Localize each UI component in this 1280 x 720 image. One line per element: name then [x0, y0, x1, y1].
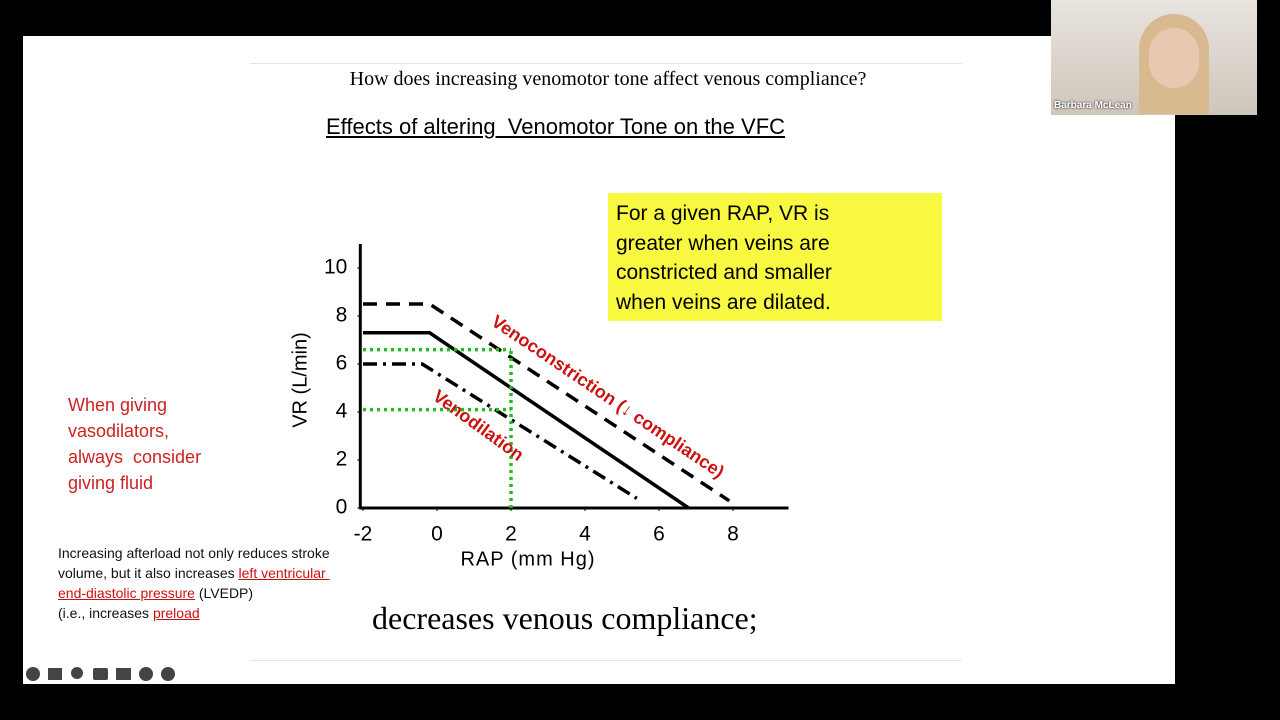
question: How does increasing venomotor tone affec… [349, 68, 867, 90]
callout-line: when veins are dilated. [616, 290, 831, 314]
series-line [363, 302, 731, 503]
toolbar [26, 667, 175, 681]
callout-line: constricted and smaller [616, 261, 832, 284]
y-tick-label: 8 [336, 304, 348, 327]
y-tick-label: 10 [324, 256, 347, 279]
heading: Effects of altering Venomotor Tone on th… [326, 114, 786, 139]
rule [250, 63, 962, 64]
x-tick-label: -2 [354, 523, 373, 546]
y-tick-label: 2 [336, 448, 348, 471]
slide [23, 36, 1175, 684]
y-tick-label: 4 [336, 400, 348, 423]
note-text: Increasing afterload not only reduces st… [58, 545, 334, 581]
x-tick-label: 0 [431, 523, 443, 546]
back-button[interactable] [26, 667, 40, 681]
note-text: (LVEDP) [194, 585, 254, 601]
note-text: (i.e., increases [58, 605, 153, 621]
video-button[interactable] [116, 668, 131, 680]
caption: decreases venous compliance; [372, 600, 766, 636]
x-tick-label: 8 [727, 523, 739, 546]
note-link[interactable]: left ventricular end-diastolic pressure [58, 565, 330, 601]
note-link[interactable]: preload [152, 605, 200, 621]
callout-line: greater when veins are [616, 231, 830, 255]
pen-button[interactable] [48, 668, 62, 680]
callout-line: For a given RAP, VR is [616, 202, 830, 225]
x-axis-label: RAP (mm Hg) [460, 548, 595, 570]
y-tick-label: 6 [336, 352, 348, 375]
side-note-line: always consider [68, 447, 202, 467]
series-line [363, 362, 638, 500]
x-tick-label: 4 [579, 523, 591, 546]
rule [250, 660, 962, 661]
afterload-note: Increasing afterload not only reduces st… [58, 543, 338, 623]
side-note-line: When giving [68, 395, 168, 415]
y-axis-label: VR (L/min) [289, 332, 311, 428]
participant-face [1149, 28, 1199, 88]
next-button[interactable] [161, 667, 175, 681]
more-button[interactable] [139, 667, 153, 681]
video-tile[interactable]: Barbara McLean [1051, 0, 1257, 115]
x-tick-label: 6 [653, 523, 665, 546]
y-tick-label: 0 [336, 496, 348, 519]
side-note-line: vasodilators, [68, 421, 170, 441]
zoom-button[interactable] [71, 667, 83, 679]
participant-name: Barbara McLean [1054, 100, 1132, 111]
x-tick-label: 2 [505, 523, 517, 546]
cc-button[interactable] [93, 668, 108, 680]
callout: For a given RAP, VR is greater when veins… [608, 193, 942, 321]
series-line [363, 331, 690, 510]
side-note: When giving vasodilators, always consider g… [68, 392, 201, 496]
side-note-line: giving fluid [68, 473, 154, 493]
